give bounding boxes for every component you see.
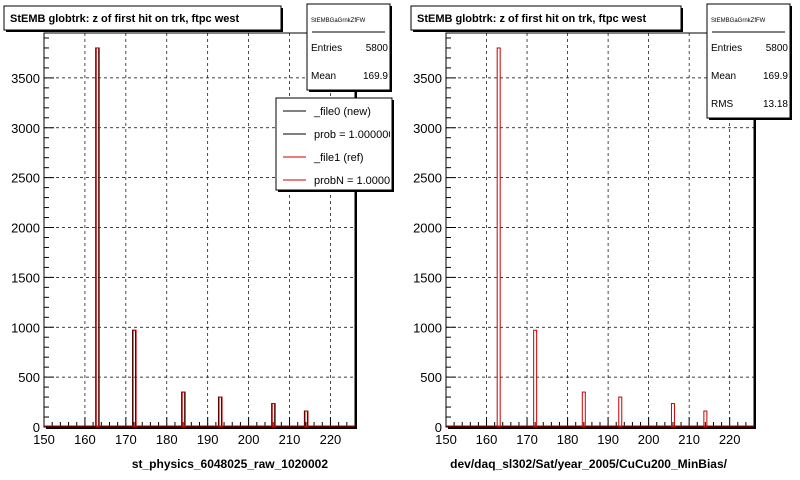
- histogram-bar: [271, 403, 276, 428]
- plot-frame: [43, 32, 356, 428]
- stats-row-value: 13.18: [763, 99, 788, 110]
- histogram-bar: [703, 410, 708, 428]
- y-tick-label: 500: [18, 370, 40, 385]
- legend-entry-label: prob = 1.000000: [314, 129, 394, 141]
- stats-row-label: RMS: [711, 99, 734, 110]
- left-histogram-panel: 150 160 170 180 190 200 210 220 0 500 1000 1500 2000…: [3, 3, 392, 471]
- histogram-bar: [304, 410, 309, 428]
- stats-box: [306, 3, 391, 91]
- legend: _file0 (new) prob = 1.000000 _file1 (ref) p…: [275, 97, 402, 192]
- y-tick-label: 1500: [413, 270, 442, 285]
- stats-name: StEMBGaGrnkZfFW: [711, 18, 766, 24]
- legend-box: [275, 97, 393, 191]
- x-tick-label: 200: [238, 432, 260, 447]
- right-histogram-panel: 150 160 170 180 190 200 210 220 0 500 1000 1500 2000…: [410, 3, 792, 471]
- y-tick-label: 0: [435, 420, 442, 435]
- y-tick-label: 2000: [11, 221, 40, 236]
- histogram-bar: [533, 329, 538, 428]
- x-tick-label: 220: [719, 432, 741, 447]
- y-tick-label: 1000: [413, 320, 442, 335]
- stats-row-value: 169.9: [363, 71, 388, 82]
- y-tick-label: 2000: [413, 221, 442, 236]
- x-tick-label: 150: [435, 432, 457, 447]
- x-tick-label: 180: [557, 432, 579, 447]
- stats-box: [706, 3, 791, 119]
- title-box: [3, 5, 282, 31]
- y-tick-label: 2500: [11, 171, 40, 186]
- x-tick-label: 160: [476, 432, 498, 447]
- x-axis-label: st_physics_6048025_raw_1020002: [132, 457, 328, 471]
- stats-row-label: Entries: [311, 43, 342, 54]
- y-tick-label: 1000: [11, 320, 40, 335]
- x-tick-label: 160: [74, 432, 96, 447]
- x-tick-label: 150: [33, 432, 55, 447]
- x-tick-label: 210: [678, 432, 700, 447]
- stats-row-label: Mean: [711, 71, 736, 82]
- x-tick-label: 190: [597, 432, 619, 447]
- legend-entry-label: _file1 (ref): [313, 152, 364, 164]
- y-tick-label: 3000: [413, 121, 442, 136]
- y-tick-label: 500: [420, 370, 442, 385]
- histogram-bar: [670, 403, 675, 428]
- x-axis-label: dev/daq_sl302/Sat/year_2005/CuCu200_MinB…: [450, 457, 727, 471]
- histogram-bar: [618, 396, 623, 428]
- stats-name: StEMBGaGrnkZfFW: [311, 18, 366, 24]
- x-tick-label: 190: [197, 432, 219, 447]
- y-tick-label: 3500: [11, 71, 40, 86]
- y-tick-label: 1500: [11, 270, 40, 285]
- chart-title: StEMB globtrk: z of first hit on trk, ft…: [417, 13, 647, 25]
- x-tick-label: 180: [156, 432, 178, 447]
- histogram-bar: [132, 329, 137, 428]
- x-tick-label: 170: [516, 432, 538, 447]
- legend-entry-label: _file0 (new): [313, 106, 371, 118]
- x-tick-label: 220: [320, 432, 342, 447]
- stats-row-label: Mean: [311, 71, 336, 82]
- title-box: [410, 5, 682, 31]
- y-tick-label: 0: [33, 420, 40, 435]
- stats-row-value: 169.9: [763, 71, 788, 82]
- y-tick-label: 3500: [413, 71, 442, 86]
- histogram-bar: [496, 47, 501, 428]
- stats-row-label: Entries: [711, 43, 742, 54]
- y-tick-label: 2500: [413, 171, 442, 186]
- legend-entry-label: probN = 1.000000: [314, 175, 402, 187]
- x-tick-label: 170: [115, 432, 137, 447]
- histogram-bar: [95, 47, 100, 428]
- x-tick-label: 200: [638, 432, 660, 447]
- y-tick-label: 3000: [11, 121, 40, 136]
- histogram-bar: [218, 396, 223, 428]
- stats-row-value: 5800: [766, 43, 789, 54]
- chart-title: StEMB globtrk: z of first hit on trk, ft…: [10, 13, 240, 25]
- histogram-bar: [581, 391, 586, 428]
- x-tick-label: 210: [279, 432, 301, 447]
- stats-row-value: 5800: [366, 43, 389, 54]
- histogram-bar: [181, 391, 186, 428]
